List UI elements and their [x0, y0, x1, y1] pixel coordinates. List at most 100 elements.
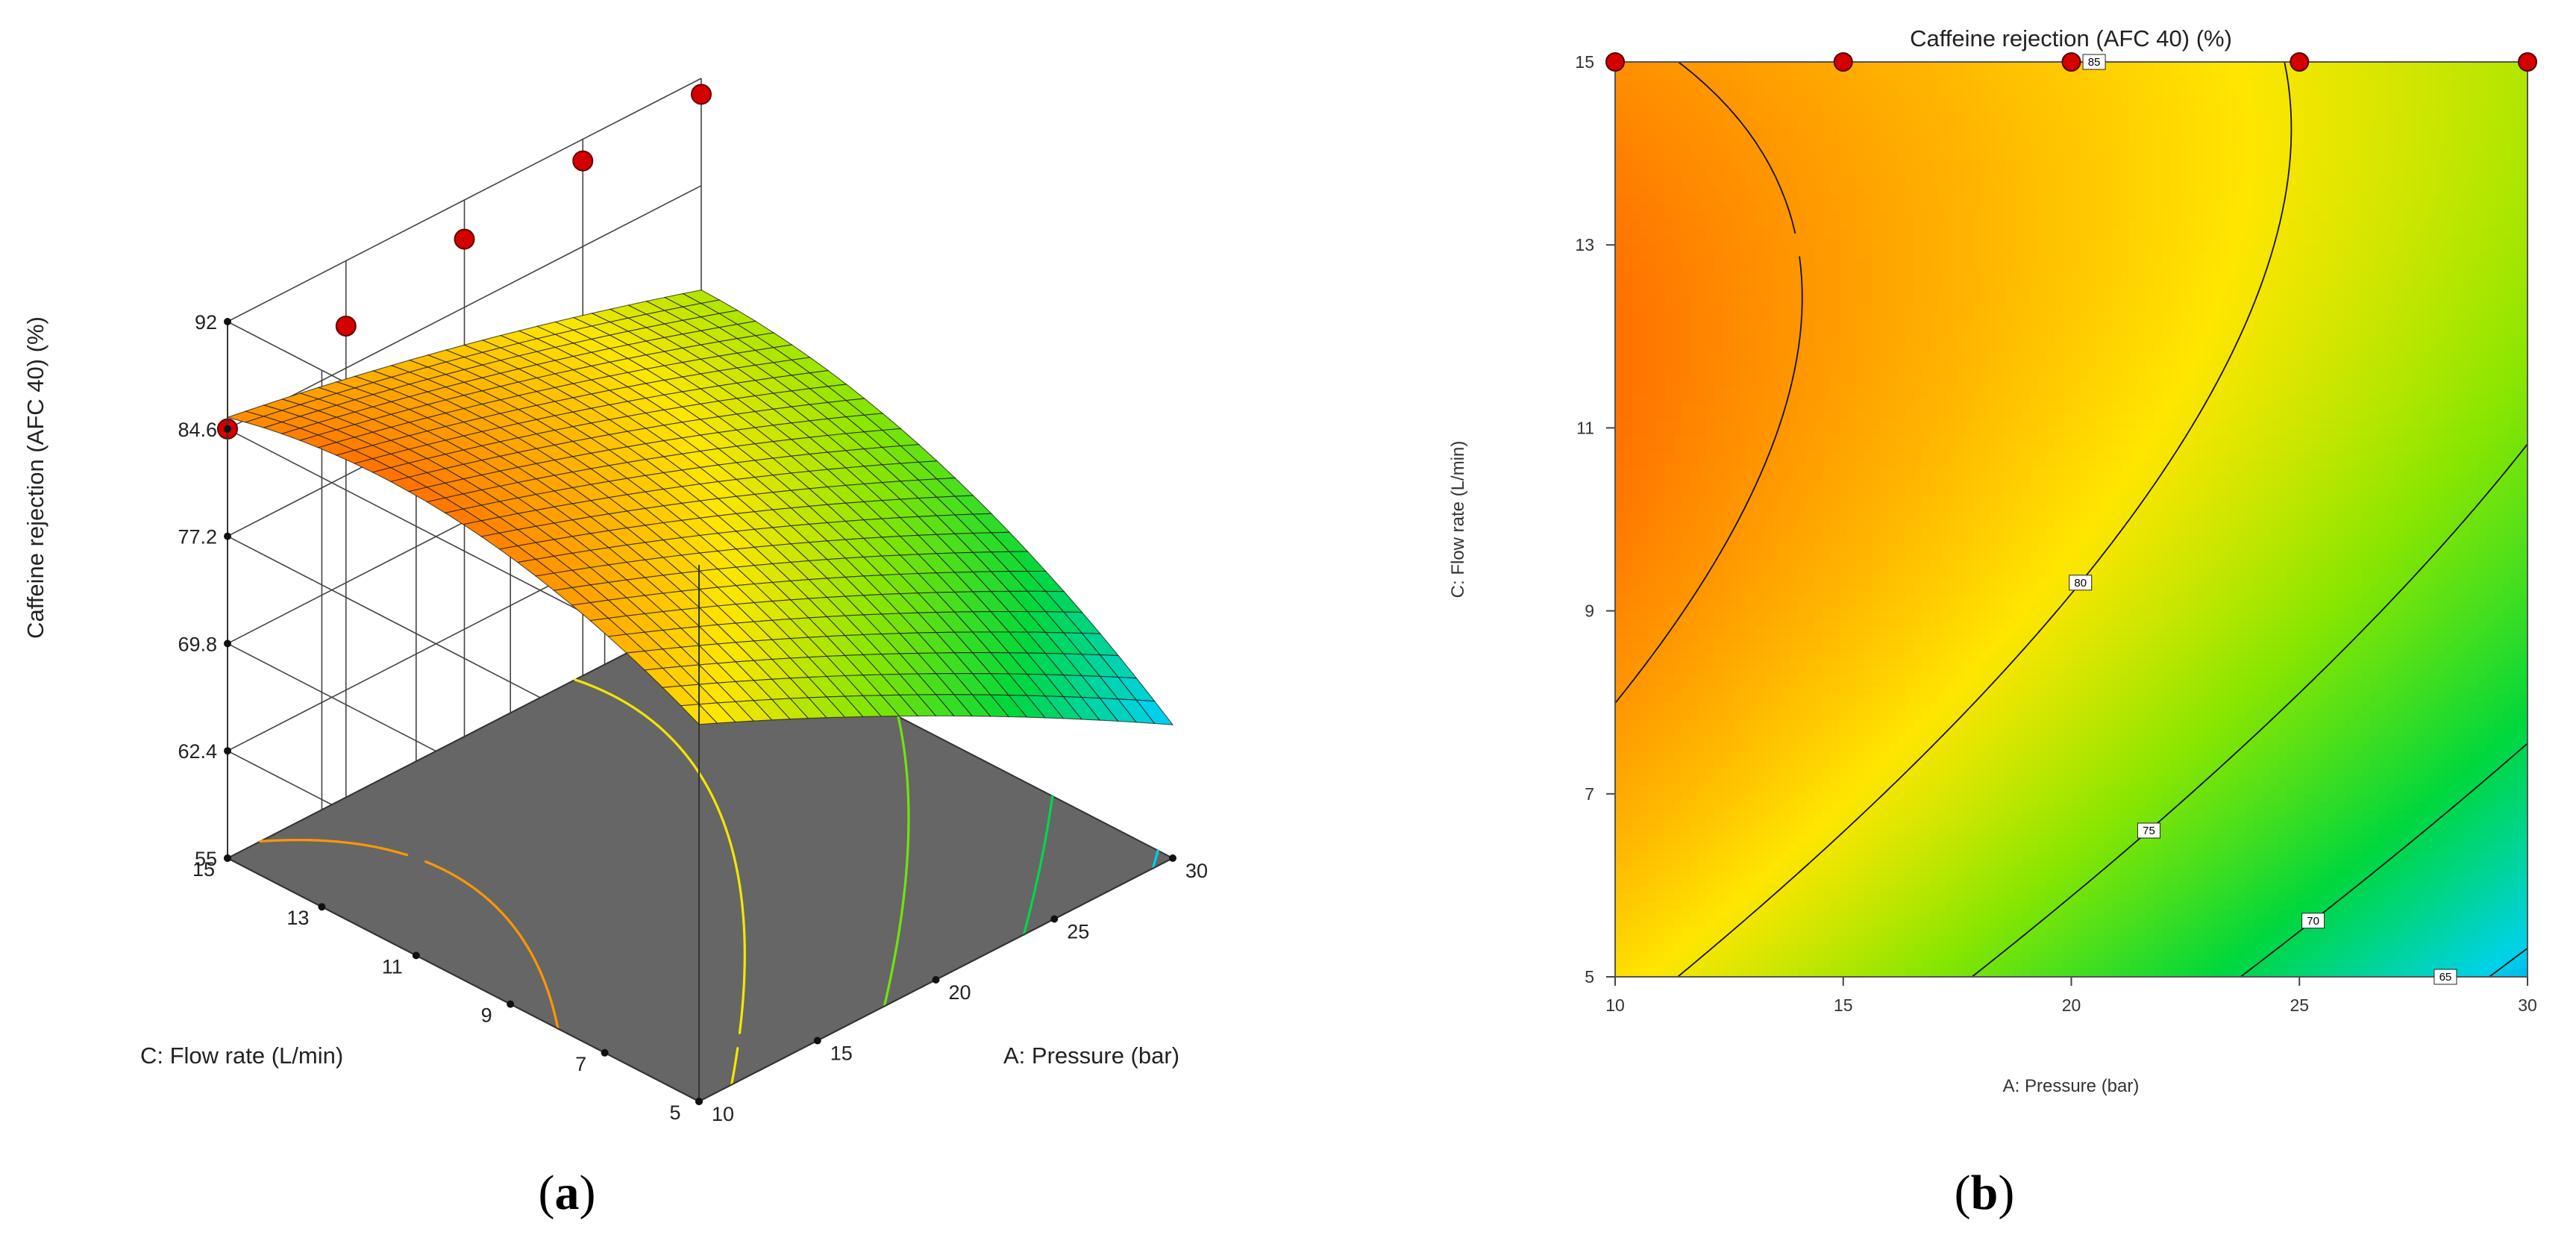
contour-fill-cell	[1640, 187, 1649, 196]
contour-fill-cell	[1640, 228, 1649, 237]
contour-fill-cell	[1648, 843, 1658, 853]
contour-fill-cell	[1714, 860, 1724, 869]
contour-fill-cell	[1714, 927, 1724, 937]
contour-fill-cell	[1764, 835, 1774, 845]
contour-fill-cell	[1640, 336, 1649, 346]
contour-fill-cell	[1756, 702, 1765, 712]
contour-fill-cell	[1681, 644, 1690, 654]
contour-fill-cell	[1855, 295, 1865, 304]
contour-fill-cell	[1632, 560, 1641, 570]
contour-fill-cell	[1773, 219, 1782, 229]
contour-fill-cell	[1739, 935, 1749, 945]
contour-fill-cell	[1731, 710, 1740, 720]
contour-fill-cell	[1640, 128, 1649, 138]
contour-fill-cell	[1615, 735, 1624, 745]
contour-fill-cell	[1615, 70, 1624, 80]
contour-fill-cell	[1747, 402, 1757, 412]
contour-fill-cell	[1847, 70, 1857, 80]
contour-fill-cell	[1739, 411, 1749, 421]
contour-fill-cell	[1615, 95, 1624, 104]
contour-fill-cell	[1706, 436, 1716, 446]
contour-fill-cell	[1864, 885, 1873, 895]
contour-fill-cell	[1656, 137, 1666, 146]
contour-fill-cell	[1880, 87, 1890, 96]
contour-fill-cell	[1897, 793, 1906, 803]
contour-fill-cell	[1681, 87, 1690, 96]
contour-fill-cell	[1822, 95, 1831, 104]
contour-fill-cell	[1864, 87, 1873, 96]
contour-fill-cell	[1756, 253, 1765, 263]
contour-fill-cell	[1781, 78, 1790, 88]
contour-fill-cell	[1814, 145, 1823, 154]
contour-fill-cell	[1814, 877, 1823, 887]
contour-fill-cell	[1714, 669, 1724, 678]
contour-fill-cell	[1673, 769, 1682, 778]
contour-fill-cell	[1822, 578, 1831, 587]
contour-fill-cell	[1822, 569, 1831, 578]
contour-fill-cell	[1714, 303, 1724, 313]
contour-fill-cell	[1897, 419, 1906, 429]
contour-fill-cell	[1623, 528, 1633, 537]
contour-fill-cell	[1681, 394, 1690, 404]
contour-fill-cell	[1847, 195, 1857, 204]
contour-fill-cell	[1690, 286, 1699, 296]
contour-fill-cell	[1656, 594, 1666, 604]
contour-fill-cell	[1831, 169, 1840, 179]
contour-fill-cell	[1723, 677, 1732, 687]
contour-fill-cell	[1739, 378, 1749, 387]
contour-fill-cell	[1773, 677, 1782, 687]
contour-fill-cell	[1805, 336, 1815, 346]
contour-fill-cell	[1897, 735, 1906, 745]
floor-contour-line	[385, 848, 398, 854]
contour-fill-cell	[1723, 685, 1732, 695]
contour-fill-cell	[1664, 478, 1674, 487]
contour-fill-cell	[1664, 636, 1674, 645]
contour-fill-cell	[1822, 760, 1831, 770]
contour-fill-cell	[1756, 402, 1765, 412]
contour-fill-cell	[1839, 752, 1849, 762]
contour-fill-cell	[1847, 669, 1857, 678]
contour-fill-cell	[1739, 528, 1749, 537]
contour-fill-cell	[1822, 237, 1831, 246]
contour-fill-cell	[1797, 943, 1807, 953]
contour-fill-cell	[1897, 295, 1906, 304]
contour-fill-cell	[1615, 444, 1624, 454]
contour-fill-cell	[1872, 927, 1881, 937]
contour-fill-cell	[1648, 510, 1658, 520]
contour-fill-cell	[1664, 428, 1674, 437]
contour-fill-cell	[1764, 743, 1774, 753]
contour-fill-cell	[1797, 918, 1807, 928]
contour-fill-cell	[1797, 111, 1807, 121]
contour-fill-cell	[1706, 885, 1716, 895]
contour-fill-cell	[1714, 827, 1724, 837]
contour-fill-cell	[1897, 560, 1906, 570]
contour-fill-cell	[1664, 935, 1674, 945]
contour-fill-cell	[1714, 935, 1724, 945]
contour-fill-cell	[1664, 677, 1674, 687]
contour-fill-cell	[1805, 801, 1815, 811]
contour-fill-cell	[1847, 594, 1857, 604]
contour-fill-cell	[1632, 394, 1641, 404]
contour-fill-cell	[1698, 161, 1708, 171]
contour-fill-cell	[1664, 369, 1674, 379]
contour-fill-cell	[1831, 660, 1840, 670]
contour-fill-cell	[1864, 386, 1873, 396]
contour-fill-cell	[1855, 860, 1865, 869]
contour-fill-cell	[1897, 569, 1906, 578]
contour-fill-cell	[1739, 644, 1749, 654]
contour-fill-cell	[1615, 594, 1624, 604]
contour-fill-cell	[1888, 560, 1898, 570]
contour-fill-cell	[1872, 120, 1881, 129]
contour-fill-cell	[1822, 219, 1831, 229]
contour-fill-cell	[1739, 195, 1749, 204]
contour-fill-cell	[1905, 677, 1915, 687]
contour-fill-cell	[1789, 636, 1799, 645]
contour-fill-cell	[1706, 627, 1716, 637]
contour-fill-cell	[1847, 560, 1857, 570]
contour-fill-cell	[1731, 145, 1740, 154]
contour-fill-cell	[1905, 153, 1915, 163]
contour-fill-cell	[1831, 452, 1840, 462]
contour-fill-cell	[1839, 219, 1849, 229]
contour-fill-cell	[1656, 677, 1666, 687]
contour-fill-cell	[1681, 843, 1690, 853]
